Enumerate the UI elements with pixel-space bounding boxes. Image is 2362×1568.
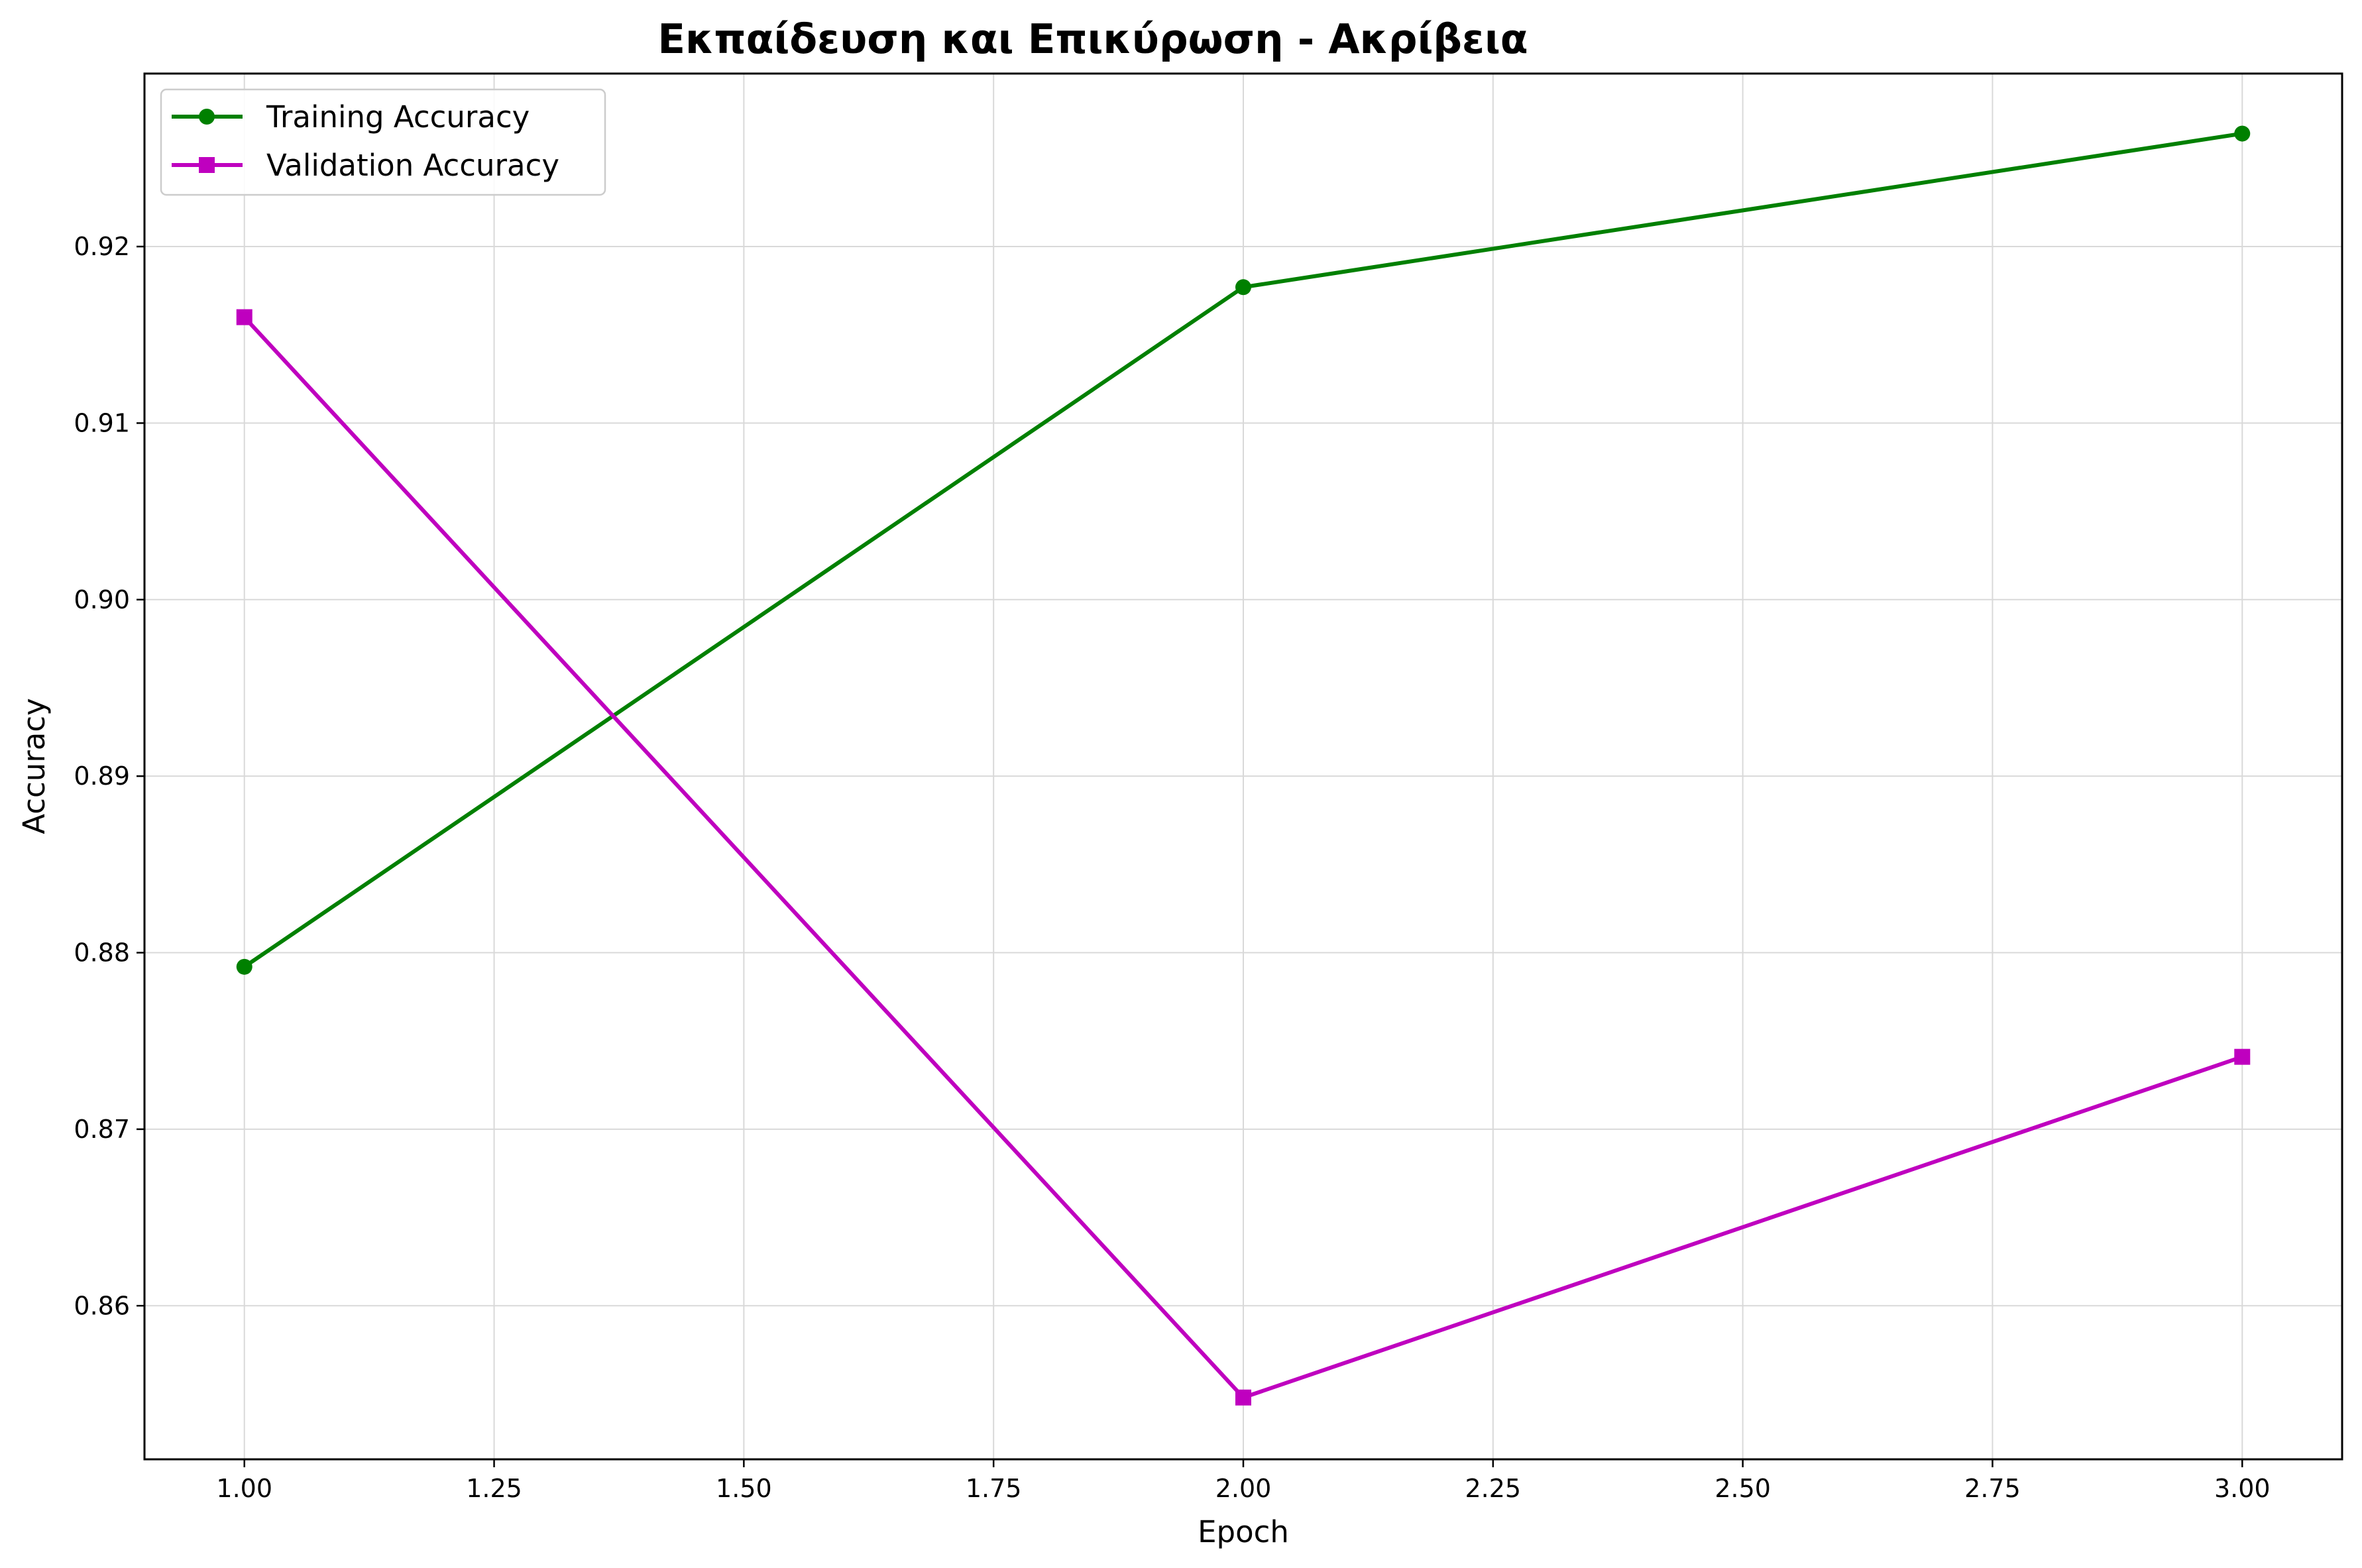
y-tick-label: 0.86 bbox=[74, 1291, 130, 1320]
training-accuracy-legend-marker bbox=[199, 109, 215, 125]
legend-box bbox=[160, 88, 606, 196]
chart-title: Εκπαίδευση και Επικύρωση - Ακρίβεια bbox=[657, 16, 1528, 63]
y-tick-label: 0.89 bbox=[74, 761, 130, 791]
y-tick-label: 0.92 bbox=[74, 232, 130, 261]
legend: Training Accuracy Validation Accuracy bbox=[160, 88, 606, 196]
x-tick-label: 2.25 bbox=[1465, 1474, 1522, 1503]
y-tick-label: 0.87 bbox=[74, 1115, 130, 1144]
training-accuracy-point bbox=[2234, 125, 2251, 142]
x-tick-label: 1.25 bbox=[466, 1474, 522, 1503]
y-tick-label: 0.90 bbox=[74, 585, 130, 614]
validation-accuracy-point bbox=[236, 309, 253, 325]
legend-label: Validation Accuracy bbox=[266, 148, 559, 183]
validation-accuracy-point bbox=[2234, 1048, 2251, 1065]
x-tick-label: 1.00 bbox=[216, 1474, 272, 1503]
series-layer bbox=[236, 125, 2251, 1406]
validation-accuracy-point bbox=[1235, 1389, 1251, 1406]
x-tick-label: 1.75 bbox=[966, 1474, 1022, 1503]
x-tick-label: 2.75 bbox=[1964, 1474, 2021, 1503]
y-axis-label: Accuracy bbox=[17, 698, 52, 834]
x-tick-label: 2.00 bbox=[1215, 1474, 1272, 1503]
x-tick-label: 1.50 bbox=[716, 1474, 772, 1503]
training-accuracy-point bbox=[1235, 279, 1251, 296]
x-tick-label: 3.00 bbox=[2214, 1474, 2271, 1503]
y-tick-label: 0.88 bbox=[74, 938, 130, 968]
legend-label: Training Accuracy bbox=[266, 99, 530, 135]
x-tick-label: 2.50 bbox=[1715, 1474, 1771, 1503]
grid-lines bbox=[144, 74, 2342, 1459]
validation-accuracy-legend-marker bbox=[199, 157, 215, 173]
x-axis: 1.00 1.25 1.50 1.75 2.00 2.25 2.50 2.75 3.00 bbox=[216, 1459, 2271, 1503]
x-axis-label: Epoch bbox=[1198, 1514, 1289, 1549]
y-axis: 0.86 0.87 0.88 0.89 0.90 0.91 0.92 bbox=[74, 232, 144, 1320]
y-tick-label: 0.91 bbox=[74, 408, 130, 437]
training-accuracy-point bbox=[236, 958, 253, 975]
